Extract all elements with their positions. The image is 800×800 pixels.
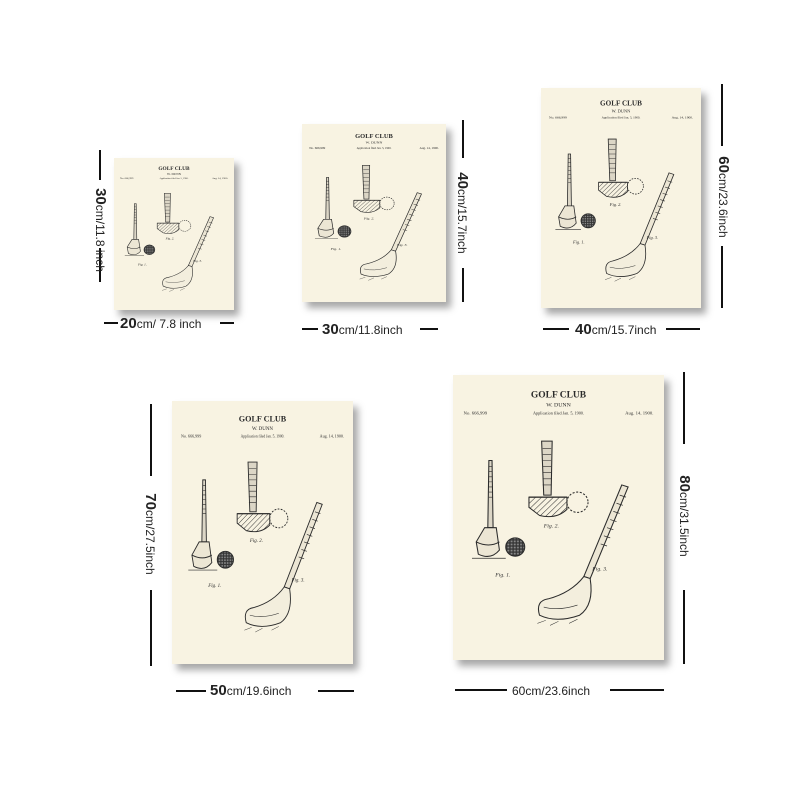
figure-2-label: Fig. 2. <box>165 237 175 241</box>
figure-2-label: Fig. 2. <box>543 524 559 530</box>
poster-20x30: GOLF CLUB W. DUNN No. 666,999 Applicatio… <box>114 158 234 310</box>
patent-date: Aug. 14, 1900. <box>212 177 228 180</box>
figure-3-label: Fig. 3. <box>591 567 607 573</box>
height-line-bottom <box>721 246 723 308</box>
patent-inventor: W. DUNN <box>252 426 273 432</box>
poster-40x60: GOLF CLUB W. DUNN No. 666,999 Applicatio… <box>541 88 701 308</box>
figure-3-label: Fig. 3. <box>192 259 202 263</box>
width-label-50x70: 50cm/19.6inch <box>210 682 292 699</box>
figure-3-label: Fig. 3. <box>396 243 408 247</box>
height-line-top <box>721 84 723 146</box>
patent-date: Aug. 14, 1900. <box>420 146 440 151</box>
patent-number: No. 666,999 <box>120 177 134 180</box>
figure-3-driver: Fig. 3. <box>161 216 214 292</box>
figure-2-label: Fig. 2. <box>609 202 622 207</box>
figure-3-driver: Fig. 3. <box>537 484 629 626</box>
width-line-left <box>543 328 569 330</box>
figure-1-label: Fig. 1. <box>207 583 221 589</box>
figure-2-club-head: Fig. 2. <box>528 440 589 530</box>
patent-number: No. 666,999 <box>309 146 326 151</box>
patent-application: Application filed Jan. 5, 1900. <box>357 147 392 150</box>
width-label-40x60: 40cm/15.7inch <box>575 321 657 338</box>
patent-title: GOLF CLUB <box>158 166 190 172</box>
height-label-50x70: 70cm/27.5inch <box>142 493 159 575</box>
figure-3-label: Fig. 3. <box>290 577 304 583</box>
height-line-bottom <box>150 590 152 666</box>
patent-title: GOLF CLUB <box>355 134 393 140</box>
width-line-right <box>420 328 438 330</box>
width-label-20x30: 20cm/ 7.8 inch <box>120 315 202 332</box>
poster-30x40: GOLF CLUB W. DUNN No. 666,999 Applicatio… <box>302 124 446 302</box>
figure-3-driver: Fig. 3. <box>604 172 675 282</box>
width-line-left <box>302 328 318 330</box>
height-line-top <box>150 404 152 476</box>
figure-1-club-head: Fig. 1. <box>188 479 234 589</box>
figure-3-driver: Fig. 3. <box>244 501 323 633</box>
height-label-60x80: 80cm/31.5inch <box>676 475 693 557</box>
height-line-bottom <box>462 268 464 302</box>
patent-drawing: GOLF CLUB W. DUNN No. 666,999 Applicatio… <box>549 99 693 282</box>
height-line-top <box>462 120 464 158</box>
figure-1-club-head: Fig. 1. <box>555 153 596 245</box>
patent-number: No. 666,999 <box>464 412 488 417</box>
figure-3-driver: Fig. 3. <box>359 192 422 281</box>
height-line-bottom <box>683 590 685 664</box>
patent-application: Application filed Jan. 5, 1900. <box>241 435 285 440</box>
width-label-30x40: 30cm/11.8inch <box>322 321 403 338</box>
width-line-right <box>610 689 664 691</box>
patent-date: Aug. 14, 1900. <box>672 116 693 121</box>
patent-date: Aug. 14, 1900. <box>625 412 653 417</box>
height-label-40x60: 60cm/23.6inch <box>715 156 732 238</box>
height-label-30x40: 40cm/15.7inch <box>454 172 471 254</box>
poster-50x70: GOLF CLUB W. DUNN No. 666,999 Applicatio… <box>172 401 353 664</box>
patent-number: No. 666,999 <box>181 434 201 440</box>
figure-1-club-head: Fig. 1. <box>124 203 156 267</box>
patent-date: Aug. 14, 1900. <box>320 434 344 440</box>
width-label-60x80: 60cm/23.6inch <box>512 684 591 698</box>
figure-1-club-head: Fig. 1. <box>471 459 526 579</box>
height-label-20x30: 30cm/11.8 inch <box>92 188 109 272</box>
patent-title: GOLF CLUB <box>600 99 642 107</box>
height-line-top <box>683 372 685 444</box>
width-line-left <box>455 689 507 691</box>
figure-2-club-head: Fig. 2. <box>236 461 289 544</box>
patent-inventor: W. DUNN <box>167 172 182 176</box>
width-line-right <box>666 328 700 330</box>
figure-2-club-head: Fig. 2. <box>353 165 395 221</box>
patent-drawing: GOLF CLUB W. DUNN No. 666,999 Applicatio… <box>464 391 653 626</box>
patent-title: GOLF CLUB <box>239 415 287 424</box>
patent-inventor: W. DUNN <box>546 403 571 409</box>
figure-1-label: Fig. 1. <box>330 247 342 251</box>
patent-inventor: W. DUNN <box>366 141 383 145</box>
figure-1-club-head: Fig. 1. <box>314 177 352 251</box>
width-line-right <box>220 322 234 324</box>
height-line-top <box>99 150 101 180</box>
poster-60x80: GOLF CLUB W. DUNN No. 666,999 Applicatio… <box>453 375 664 660</box>
patent-title: GOLF CLUB <box>531 391 586 401</box>
patent-drawing: GOLF CLUB W. DUNN No. 666,999 Applicatio… <box>181 415 344 633</box>
figure-1-label: Fig. 1. <box>494 573 510 579</box>
patent-drawing: GOLF CLUB W. DUNN No. 666,999 Applicatio… <box>309 134 440 281</box>
patent-application: Application filed Jan. 5, 1900. <box>602 116 641 121</box>
figure-1-label: Fig. 1. <box>137 263 147 267</box>
figure-2-label: Fig. 2. <box>249 538 263 544</box>
patent-drawing: GOLF CLUB W. DUNN No. 666,999 Applicatio… <box>120 166 228 292</box>
width-line-left <box>176 690 206 692</box>
width-line-right <box>318 690 354 692</box>
figure-3-label: Fig. 3. <box>646 235 659 240</box>
figure-2-club-head: Fig. 2. <box>598 138 644 207</box>
patent-inventor: W. DUNN <box>612 108 632 113</box>
figure-2-club-head: Fig. 2. <box>156 193 192 241</box>
height-line-bottom <box>99 248 101 282</box>
patent-application: Application filed Jan. 5, 1900. <box>533 411 584 417</box>
figure-1-label: Fig. 1. <box>572 240 585 245</box>
figure-2-label: Fig. 2. <box>363 217 375 221</box>
patent-number: No. 666,999 <box>549 116 567 121</box>
width-line-left <box>104 322 118 324</box>
patent-application: Application filed Jan. 5, 1900. <box>160 177 189 180</box>
